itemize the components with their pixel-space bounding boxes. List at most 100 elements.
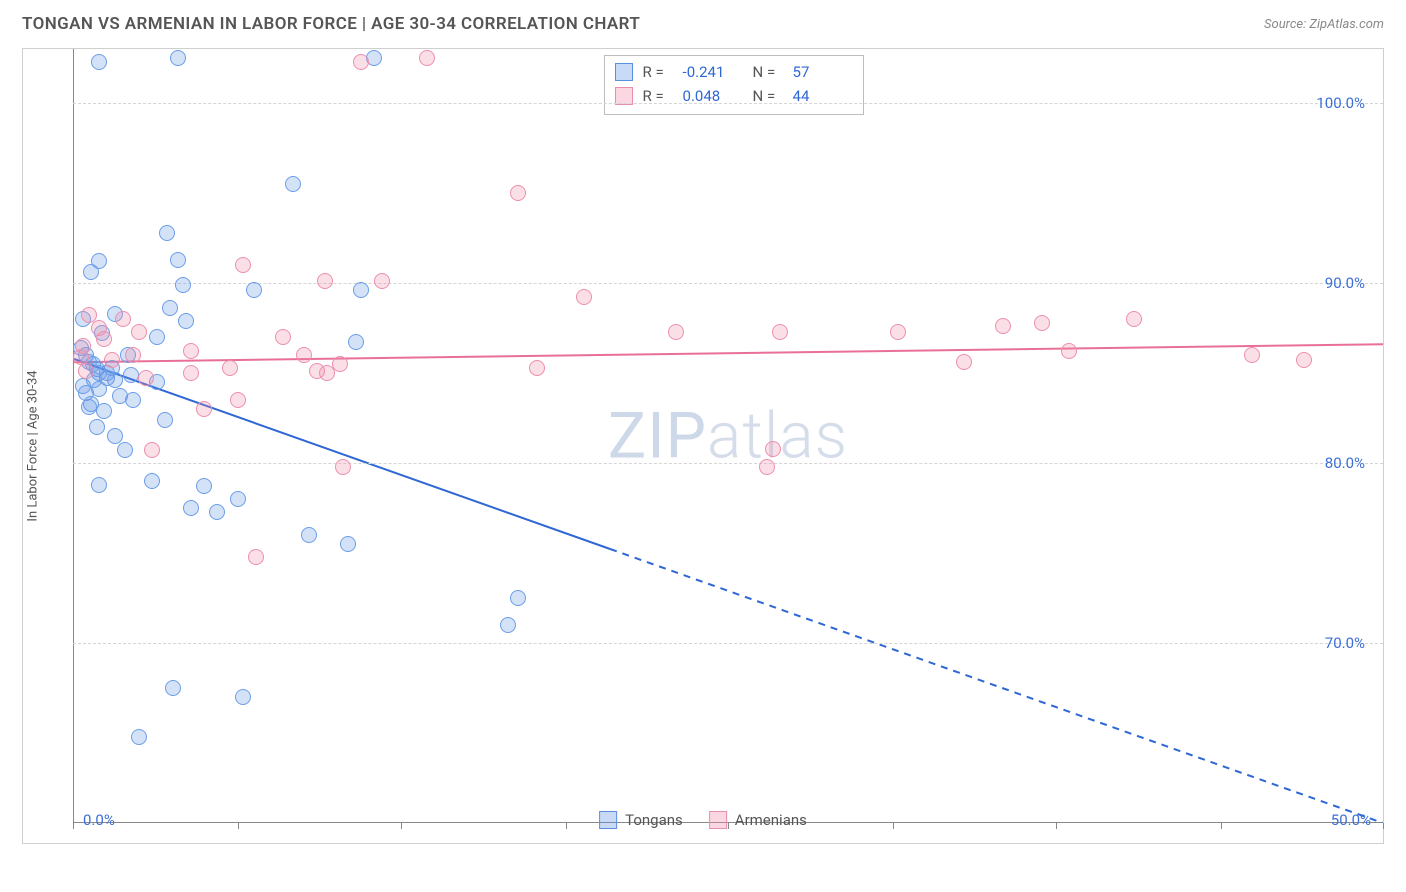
gridline-h xyxy=(73,643,1383,644)
data-point xyxy=(510,590,526,606)
x-tick xyxy=(401,823,402,829)
gridline-h xyxy=(73,103,1383,104)
data-point xyxy=(230,392,246,408)
data-point xyxy=(170,50,186,66)
data-point xyxy=(91,477,107,493)
y-axis-label: In Labor Force | Age 30-34 xyxy=(26,370,41,521)
data-point xyxy=(115,311,131,327)
data-point xyxy=(765,441,781,457)
gridline-h xyxy=(73,283,1383,284)
data-point xyxy=(91,54,107,70)
data-point xyxy=(222,360,238,376)
data-point xyxy=(138,370,154,386)
legend-swatch-tongans xyxy=(599,811,617,829)
data-point xyxy=(246,282,262,298)
data-point xyxy=(1061,343,1077,359)
data-point xyxy=(374,273,390,289)
data-point xyxy=(1296,352,1312,368)
data-point xyxy=(419,50,435,66)
data-point xyxy=(995,318,1011,334)
data-point xyxy=(235,689,251,705)
x-tick xyxy=(893,823,894,829)
stat-R-label: R = xyxy=(643,63,673,81)
correlation-stats-box: R = -0.241 N = 57 R = 0.048 N = 44 xyxy=(604,55,864,115)
data-point xyxy=(196,401,212,417)
data-point xyxy=(1244,347,1260,363)
x-tick xyxy=(1383,823,1384,829)
stat-R-tongans: -0.241 xyxy=(683,63,743,81)
data-point xyxy=(117,442,133,458)
data-point xyxy=(668,324,684,340)
data-point xyxy=(144,473,160,489)
data-point xyxy=(319,365,335,381)
data-point xyxy=(285,176,301,192)
y-tick-label: 80.0% xyxy=(1325,454,1365,472)
x-axis-min-label: 0.0% xyxy=(83,811,115,829)
data-point xyxy=(165,680,181,696)
data-point xyxy=(149,329,165,345)
data-point xyxy=(890,324,906,340)
data-point xyxy=(353,54,369,70)
y-tick-label: 100.0% xyxy=(1316,94,1365,112)
legend-label-tongans: Tongans xyxy=(625,811,683,829)
stat-N-label: N = xyxy=(753,63,783,81)
data-point xyxy=(175,277,191,293)
chart-title: TONGAN VS ARMENIAN IN LABOR FORCE | AGE … xyxy=(22,14,640,34)
y-tick-label: 90.0% xyxy=(1325,274,1365,292)
data-point xyxy=(131,324,147,340)
data-point xyxy=(510,185,526,201)
data-point xyxy=(576,289,592,305)
trend-line-solid xyxy=(73,344,1383,362)
data-point xyxy=(178,313,194,329)
data-point xyxy=(529,360,545,376)
data-point xyxy=(183,365,199,381)
swatch-tongans xyxy=(615,63,633,81)
data-point xyxy=(248,549,264,565)
data-point xyxy=(125,347,141,363)
data-point xyxy=(1034,315,1050,331)
x-tick xyxy=(1056,823,1057,829)
chart-container: In Labor Force | Age 30-34 ZIPatlas R = … xyxy=(22,48,1384,844)
data-point xyxy=(81,399,97,415)
trend-line-dashed xyxy=(610,549,1383,823)
legend-label-armenians: Armenians xyxy=(735,811,807,829)
source-attribution: Source: ZipAtlas.com xyxy=(1264,17,1384,32)
data-point xyxy=(348,334,364,350)
data-point xyxy=(125,392,141,408)
data-point xyxy=(96,403,112,419)
data-point xyxy=(1126,311,1142,327)
x-tick xyxy=(1221,823,1222,829)
data-point xyxy=(131,729,147,745)
data-point xyxy=(89,419,105,435)
x-tick xyxy=(238,823,239,829)
data-point xyxy=(196,478,212,494)
x-tick xyxy=(73,823,74,829)
data-point xyxy=(183,500,199,516)
data-point xyxy=(81,307,97,323)
data-point xyxy=(78,363,94,379)
x-axis-max-label: 50.0% xyxy=(1331,811,1371,829)
data-point xyxy=(340,536,356,552)
legend-item-tongans: Tongans xyxy=(599,811,683,829)
stat-N-tongans: 57 xyxy=(793,63,853,81)
data-point xyxy=(107,372,123,388)
y-axis-line xyxy=(73,49,74,823)
data-point xyxy=(956,354,972,370)
stats-row-tongans: R = -0.241 N = 57 xyxy=(615,60,853,84)
data-point xyxy=(772,324,788,340)
stats-row-armenians: R = 0.048 N = 44 xyxy=(615,84,853,108)
data-point xyxy=(104,352,120,368)
data-point xyxy=(91,320,107,336)
data-point xyxy=(301,527,317,543)
data-point xyxy=(759,459,775,475)
series-legend: Tongans Armenians xyxy=(599,811,807,829)
data-point xyxy=(353,282,369,298)
data-point xyxy=(335,459,351,475)
data-point xyxy=(170,252,186,268)
trend-lines xyxy=(73,49,1383,823)
data-point xyxy=(162,300,178,316)
gridline-h xyxy=(73,463,1383,464)
data-point xyxy=(157,412,173,428)
data-point xyxy=(83,264,99,280)
plot-area: ZIPatlas R = -0.241 N = 57 R = 0.048 N =… xyxy=(73,49,1383,823)
